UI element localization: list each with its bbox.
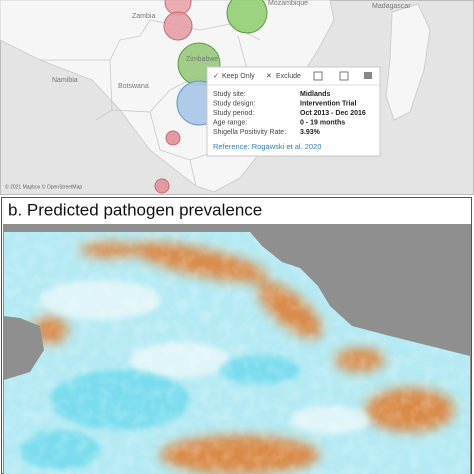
panel-a: Zambia Mozambique Namibia Botswana Zimbabwe M… bbox=[0, 0, 474, 195]
site-marker[interactable] bbox=[226, 0, 268, 34]
tooltip-box bbox=[206, 66, 381, 157]
tooltip-value: Midlands bbox=[300, 91, 330, 98]
map-labels: Zambia Mozambique Namibia Botswana Zimbabwe M… bbox=[52, 0, 411, 90]
tooltip-value: Intervention Trial bbox=[300, 100, 356, 107]
site-marker[interactable] bbox=[163, 11, 193, 41]
tooltip-value: 0 - 19 months bbox=[300, 120, 345, 127]
panel-title: b. Predicted pathogen prevalence bbox=[8, 200, 262, 219]
map-label: Namibia bbox=[52, 77, 78, 84]
table-icon[interactable] bbox=[364, 72, 372, 79]
check-icon: ✓ bbox=[213, 73, 219, 80]
exclude-icon: ✕ bbox=[266, 73, 272, 80]
tooltip-label: Age range: bbox=[213, 120, 247, 127]
site-marker[interactable] bbox=[165, 130, 181, 146]
reference-link[interactable]: Reference: Rogawski et al. 2020 bbox=[213, 142, 321, 151]
tooltip-label: Study period: bbox=[213, 110, 254, 117]
map-label: Mozambique bbox=[268, 0, 308, 7]
tooltip-label: Shigella Positivity Rate: bbox=[213, 129, 286, 136]
tooltip-value: 3.93% bbox=[300, 129, 321, 136]
keep-only-button[interactable]: Keep Only bbox=[222, 73, 255, 80]
map-label: Zambia bbox=[132, 13, 155, 20]
panel-b: b. Predicted pathogen prevalence bbox=[1, 197, 472, 474]
map-label: Zimbabwe bbox=[186, 56, 218, 63]
tooltip-label: Study site: bbox=[213, 91, 246, 98]
exclude-button[interactable]: Exclude bbox=[276, 73, 301, 80]
tooltip-value: Oct 2013 - Dec 2016 bbox=[300, 110, 366, 117]
site-marker[interactable] bbox=[154, 178, 170, 194]
map-attribution: © 2021 Mapbox © OpenStreetMap bbox=[5, 183, 82, 190]
tooltip-rows: Study site: Midlands Study design: Interven… bbox=[213, 91, 366, 136]
tooltip-label: Study design: bbox=[213, 100, 255, 107]
tooltip: ✓ Keep Only ✕ Exclude Study site: Midland… bbox=[206, 66, 381, 157]
madagascar-landmass bbox=[385, 3, 431, 121]
map-label: Botswana bbox=[118, 83, 149, 90]
group-icon[interactable] bbox=[313, 71, 323, 81]
map-label: Madagascar bbox=[372, 3, 411, 10]
set-icon[interactable] bbox=[339, 71, 349, 81]
